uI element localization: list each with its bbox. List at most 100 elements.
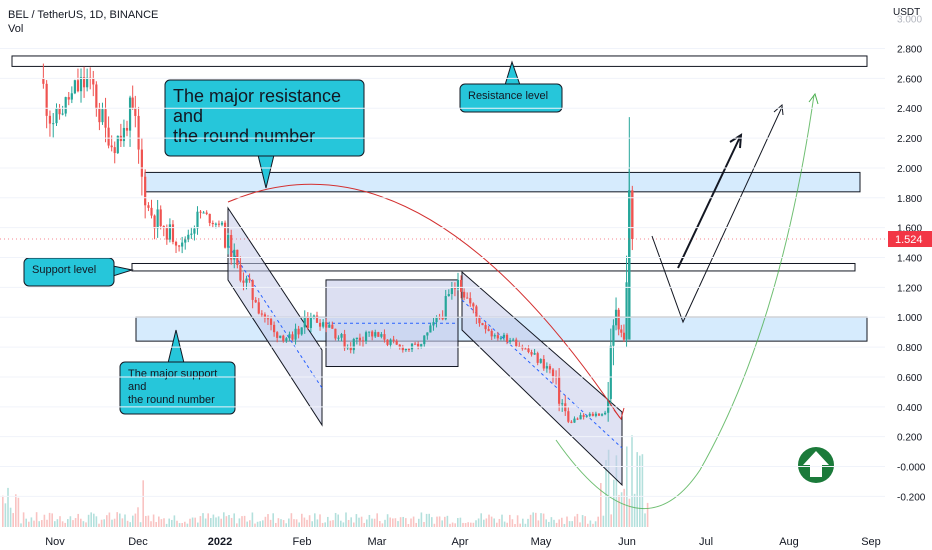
- volume-bar: [381, 523, 384, 527]
- candle-body: [478, 317, 481, 324]
- resistance-level-callout: [459, 83, 563, 113]
- candle-body: [539, 359, 542, 363]
- candle-body: [417, 343, 420, 347]
- candle-body: [122, 127, 126, 142]
- volume-bar: [282, 520, 285, 527]
- volume-bar: [363, 522, 365, 527]
- volume-bar: [574, 516, 576, 527]
- volume-bar: [462, 522, 464, 527]
- chart-title: BEL / TetherUS, 1D, BINANCE: [8, 9, 158, 21]
- candle-body: [463, 291, 466, 298]
- volume-bar: [506, 522, 508, 527]
- volume-bar: [553, 519, 555, 527]
- volume-bar: [191, 517, 194, 527]
- volume-bar: [584, 516, 586, 527]
- candle-body: [524, 348, 527, 350]
- resistance-callout-text: the round number: [173, 126, 315, 146]
- time-axis-bg: [0, 530, 932, 550]
- candle-body: [190, 233, 193, 235]
- volume-bar: [238, 518, 241, 527]
- resistance-callout-text: and: [173, 106, 203, 126]
- candle-body: [294, 328, 297, 340]
- volume-bar: [233, 513, 235, 527]
- volume-bar: [67, 519, 69, 527]
- time-axis: Nov Dec 2022 Feb Mar Apr May Jun Jul Aug Sep: [0, 530, 932, 550]
- volume-bar: [631, 435, 633, 527]
- volume-bar: [74, 518, 77, 527]
- volume-bar: [22, 512, 25, 527]
- candle-body: [355, 337, 358, 340]
- volume-bar: [334, 512, 337, 527]
- candle-body: [205, 212, 208, 214]
- candle-body: [220, 222, 224, 225]
- volume-bar: [623, 488, 625, 527]
- volume-bar: [25, 518, 27, 527]
- volume-bar: [641, 454, 644, 527]
- volume-bar: [171, 519, 173, 527]
- candle-body: [202, 212, 205, 214]
- volume-bar: [545, 519, 547, 527]
- support-callout-text: The major support: [128, 368, 217, 380]
- candle-body: [380, 334, 383, 337]
- candle-body: [358, 337, 362, 341]
- time-tick-label: Mar: [368, 536, 387, 548]
- volume-bar: [197, 522, 199, 527]
- volume-bar: [98, 523, 100, 527]
- candle-body: [131, 97, 134, 109]
- volume-bar: [592, 523, 594, 527]
- volume-bar: [472, 522, 475, 527]
- candle-body: [410, 343, 414, 350]
- volume-bar: [262, 520, 264, 527]
- green-arrowhead: [808, 92, 819, 105]
- volume-bar: [269, 519, 272, 527]
- candle-body: [588, 413, 591, 416]
- volume-bar: [116, 512, 118, 527]
- volume-bar: [327, 516, 329, 527]
- volume-bar: [246, 521, 248, 527]
- candle-body: [137, 115, 140, 150]
- volume-bar: [132, 515, 134, 527]
- candle-body: [214, 223, 217, 225]
- candle-body: [383, 334, 386, 340]
- candle-body: [92, 78, 95, 85]
- candle-body: [227, 235, 230, 248]
- volume-bar: [345, 512, 347, 527]
- price-tick-label: 2.800: [897, 45, 922, 56]
- volume-bar: [392, 518, 394, 527]
- candle-body: [162, 226, 165, 228]
- time-tick-label: Dec: [128, 536, 148, 548]
- candle-body: [576, 418, 579, 420]
- candle-body: [140, 149, 143, 177]
- volume-bar: [483, 519, 485, 527]
- time-tick-label: May: [531, 536, 552, 548]
- volume-bar: [542, 513, 545, 527]
- volume-bar: [501, 514, 503, 527]
- candle-body: [591, 413, 594, 416]
- volume-bar: [433, 523, 436, 527]
- candle-body: [211, 222, 214, 225]
- volume-bar: [82, 521, 85, 527]
- resistance-callout-text: The major resistance: [173, 86, 341, 106]
- candle-body: [450, 288, 453, 295]
- candle-body: [181, 242, 184, 247]
- candle-body: [208, 213, 211, 223]
- volume-bar: [9, 507, 12, 527]
- candle-body: [98, 108, 101, 123]
- volume-bar: [358, 517, 360, 527]
- volume-bar: [568, 521, 571, 527]
- volume-bar: [511, 519, 514, 527]
- candle-body: [374, 332, 377, 337]
- candle-body: [493, 335, 496, 337]
- candle-body: [484, 325, 487, 330]
- volume-bar: [371, 518, 373, 527]
- candle-body: [628, 190, 631, 340]
- candle-body: [174, 241, 178, 246]
- volume-bar: [93, 513, 95, 527]
- volume-bar: [436, 516, 438, 527]
- volume-bar: [264, 516, 267, 527]
- volume-bar: [399, 517, 402, 527]
- candle-body: [125, 127, 129, 131]
- candle-body: [266, 318, 270, 320]
- candle-body: [453, 288, 457, 290]
- candle-body: [413, 343, 417, 345]
